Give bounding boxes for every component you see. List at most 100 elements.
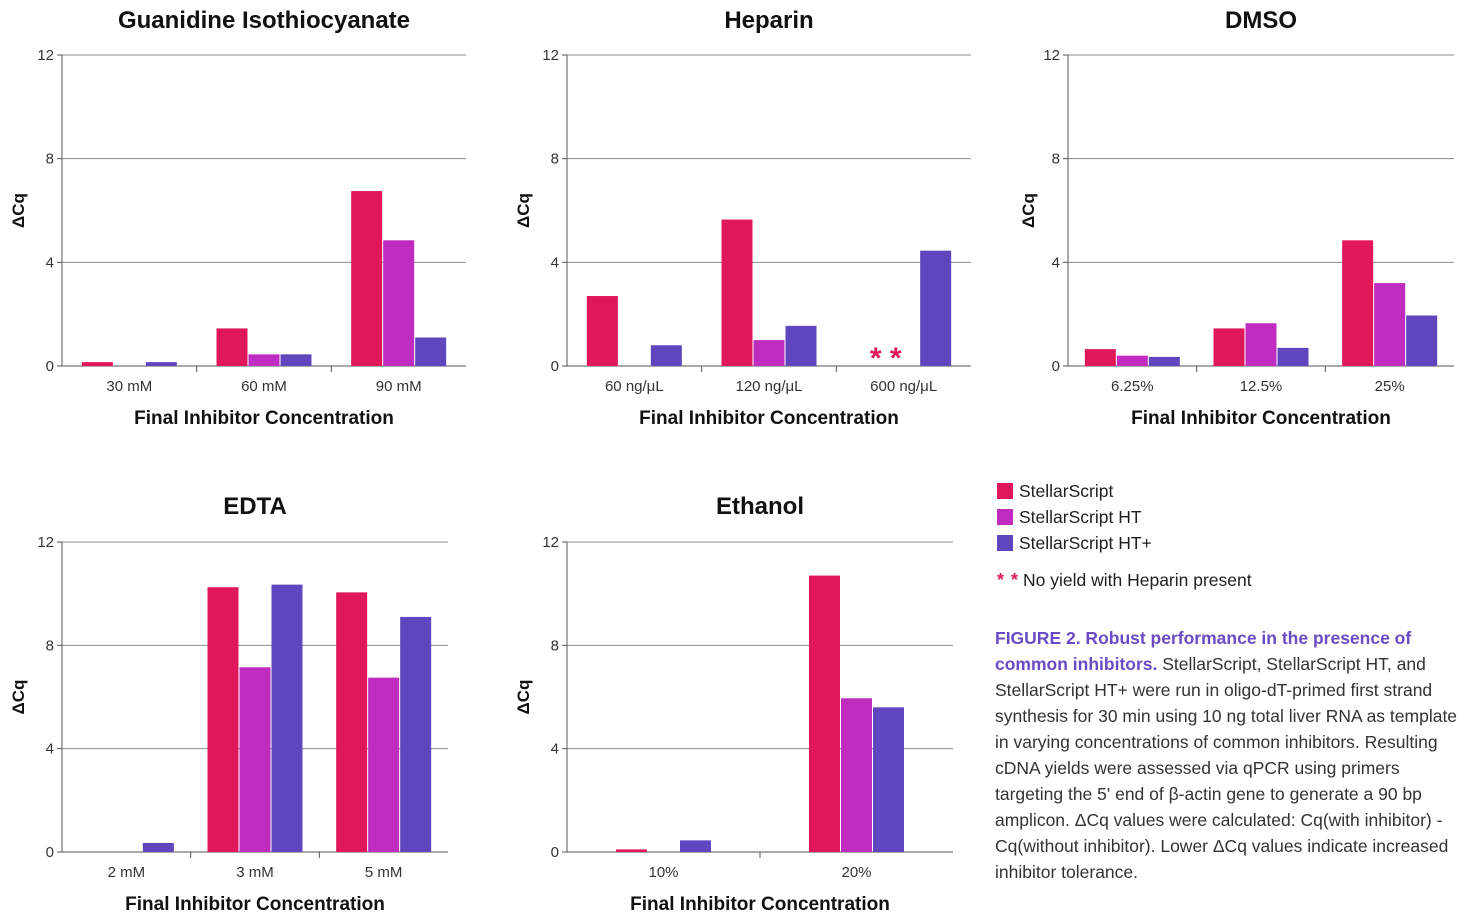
chart-svg: DMSO 0 4 8 12 ΔCq Final Inhibitor Concentratio… [1019, 7, 1454, 429]
x-tick-label: 120 ng/μL [735, 378, 802, 395]
y-tick-label: 8 [551, 637, 559, 654]
x-axis-label: Final Inhibitor Concentration [630, 894, 890, 915]
chart-edta: EDTA 0 4 8 12 ΔCq Final Inhibitor Concentratio… [0, 486, 470, 916]
x-tick-label: 600 ng/μL [870, 378, 937, 395]
y-tick-label: 0 [46, 844, 54, 861]
y-tick-label: 8 [46, 637, 54, 654]
chart-svg: Heparin 0 4 8 12 ΔCq Final Inhibitor Concentra… [514, 7, 971, 429]
y-tick-label: 12 [542, 534, 559, 551]
bar-stellarscript-htplus-30-mm [145, 362, 177, 366]
x-tick-label: 12.5% [1240, 378, 1283, 395]
legend-label: StellarScript HT [1019, 506, 1142, 527]
figure-caption: FIGURE 2. Robust performance in the pres… [995, 625, 1465, 885]
y-tick-label: 12 [37, 47, 54, 64]
bar-stellarscript-5-mm [336, 592, 368, 852]
y-tick-label: 0 [551, 844, 559, 861]
bar-stellarscript-10 [616, 849, 647, 852]
chart-title: Heparin [724, 7, 813, 34]
legend-label: StellarScript HT+ [1019, 532, 1152, 553]
chart-title: Ethanol [716, 493, 804, 520]
x-axis-label: Final Inhibitor Concentration [134, 408, 394, 429]
y-tick-label: 0 [551, 358, 559, 375]
y-tick-label: 0 [46, 358, 54, 375]
bar-stellarscript-6-25 [1084, 349, 1116, 366]
bar-stellarscript-htplus-25 [1406, 315, 1438, 366]
x-axis-label: Final Inhibitor Concentration [1131, 408, 1391, 429]
y-tick-label: 4 [551, 741, 559, 758]
bar-stellarscript-ht-20 [841, 698, 872, 852]
legend-label: StellarScript [1019, 480, 1114, 501]
no-yield-marker: * * [870, 342, 902, 375]
bar-stellarscript-htplus-20 [873, 707, 904, 852]
footnote-text: No yield with Heparin present [1023, 570, 1252, 590]
y-tick-label: 8 [1052, 151, 1060, 168]
bar-stellarscript-htplus-120-ng-l [785, 325, 817, 366]
y-axis-label: ΔCq [514, 680, 533, 715]
bar-stellarscript-ht-120-ng-l [753, 340, 785, 366]
y-tick-label: 8 [46, 151, 54, 168]
chart-title: Guanidine Isothiocyanate [118, 7, 410, 34]
bar-stellarscript-ht-3-mm [239, 667, 271, 852]
y-axis-label: ΔCq [9, 680, 28, 715]
chart-ethanol: Ethanol 0 4 8 12 ΔCq Final Inhibitor Concentra… [505, 486, 975, 916]
bar-stellarscript-ht-90-mm [383, 240, 415, 366]
bar-stellarscript-120-ng-l [721, 219, 753, 366]
bar-stellarscript-12-5 [1213, 328, 1245, 366]
legend-swatch [997, 535, 1013, 551]
bar-stellarscript-25 [1342, 240, 1374, 366]
legend-swatch [997, 509, 1013, 525]
bar-stellarscript-htplus-6-25 [1148, 356, 1180, 366]
chart-title: DMSO [1225, 7, 1297, 34]
y-tick-label: 4 [46, 741, 54, 758]
bar-stellarscript-ht-5-mm [368, 677, 400, 852]
caption-lead: FIGURE 2. Robust performance in the pres… [995, 628, 1412, 674]
caption-body: StellarScript, StellarScript HT, and Ste… [995, 654, 1458, 882]
x-tick-label: 60 mM [241, 378, 287, 395]
x-tick-label: 25% [1375, 378, 1405, 395]
bar-stellarscript-20 [809, 575, 840, 852]
bar-stellarscript-90-mm [351, 191, 383, 366]
y-tick-label: 4 [551, 254, 559, 271]
bar-stellarscript-htplus-12-5 [1277, 347, 1309, 366]
bar-stellarscript-30-mm [81, 362, 113, 366]
bar-stellarscript-htplus-3-mm [271, 584, 303, 852]
legend-swatch [997, 483, 1013, 499]
chart-guanidine-isothiocyanate: Guanidine Isothiocyanate 0 4 8 12 ΔCq Final In… [0, 0, 470, 440]
x-axis-label: Final Inhibitor Concentration [125, 894, 385, 915]
legend-item-stellarscript-htplus: StellarScript HT+ [997, 530, 1252, 556]
bar-stellarscript-ht-60-mm [248, 354, 280, 366]
y-axis-label: ΔCq [9, 193, 28, 228]
x-tick-label: 60 ng/μL [605, 378, 664, 395]
bar-stellarscript-htplus-600-ng-l [920, 250, 952, 366]
legend-item-stellarscript: StellarScript [997, 478, 1252, 504]
footnote-marker: * * [997, 570, 1020, 590]
footnote: * * No yield with Heparin present [997, 570, 1252, 591]
y-tick-label: 12 [37, 534, 54, 551]
chart-dmso: DMSO 0 4 8 12 ΔCq Final Inhibitor Concentratio… [1010, 0, 1468, 440]
chart-svg: Guanidine Isothiocyanate 0 4 8 12 ΔCq Final In… [9, 7, 466, 429]
y-axis-label: ΔCq [514, 193, 533, 228]
x-tick-label: 10% [648, 864, 678, 881]
chart-heparin: Heparin 0 4 8 12 ΔCq Final Inhibitor Concentra… [505, 0, 975, 440]
legend: StellarScript StellarScript HT StellarSc… [997, 478, 1252, 591]
y-axis-label: ΔCq [1019, 193, 1038, 228]
chart-svg: Ethanol 0 4 8 12 ΔCq Final Inhibitor Concentra… [514, 493, 953, 915]
y-tick-label: 4 [1052, 254, 1060, 271]
bar-stellarscript-60-mm [216, 328, 248, 366]
x-axis-label: Final Inhibitor Concentration [639, 408, 899, 429]
x-tick-label: 2 mM [108, 864, 146, 881]
bar-stellarscript-ht-12-5 [1245, 323, 1277, 366]
x-tick-label: 6.25% [1111, 378, 1154, 395]
x-tick-label: 5 mM [365, 864, 403, 881]
chart-svg: EDTA 0 4 8 12 ΔCq Final Inhibitor Concentratio… [9, 493, 448, 915]
y-tick-label: 12 [1043, 47, 1060, 64]
x-tick-label: 90 mM [376, 378, 422, 395]
bar-stellarscript-htplus-10 [680, 840, 711, 852]
bar-stellarscript-ht-25 [1374, 283, 1406, 366]
bar-stellarscript-60-ng-l [586, 296, 618, 366]
x-tick-label: 30 mM [106, 378, 152, 395]
y-tick-label: 8 [551, 151, 559, 168]
y-tick-label: 0 [1052, 358, 1060, 375]
bar-stellarscript-htplus-5-mm [400, 616, 432, 852]
bar-stellarscript-htplus-60-ng-l [650, 345, 682, 366]
